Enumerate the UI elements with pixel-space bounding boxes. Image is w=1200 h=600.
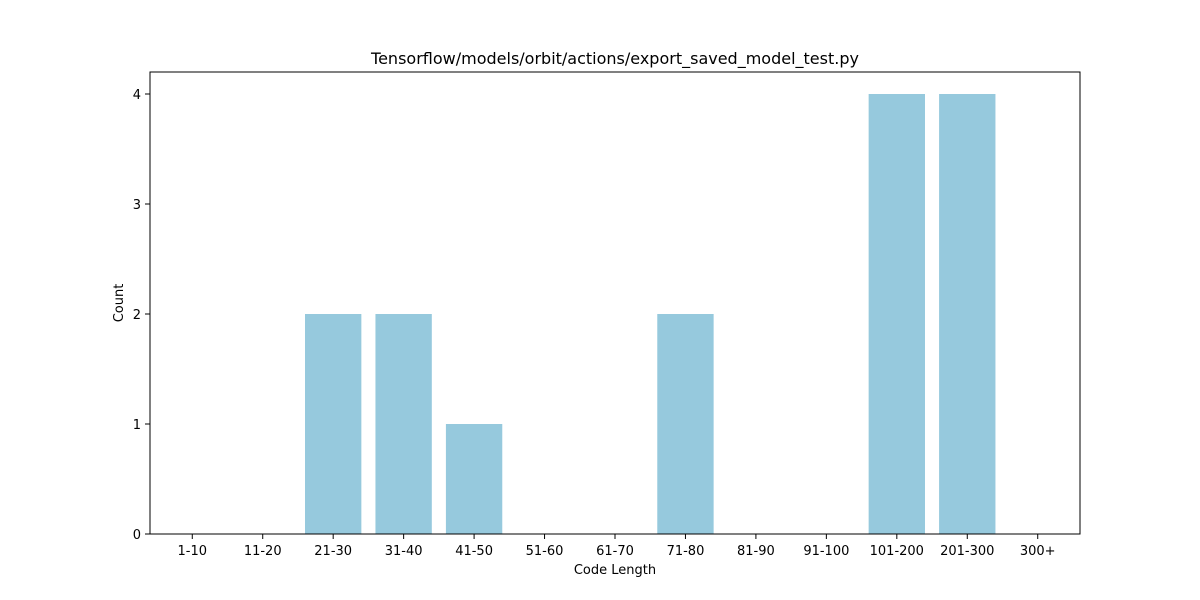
- x-tick-label: 81-90: [737, 544, 775, 559]
- bar-101-200: [868, 94, 925, 534]
- x-tick-label: 101-200: [870, 544, 924, 559]
- x-tick-label: 300+: [1020, 544, 1056, 559]
- y-tick-label: 0: [133, 528, 141, 543]
- bar-71-80: [657, 314, 714, 534]
- x-axis-label: Code Length: [574, 563, 656, 578]
- x-tick-label: 11-20: [244, 544, 282, 559]
- x-tick-label: 71-80: [667, 544, 705, 559]
- bar-41-50: [445, 424, 503, 534]
- x-tick-label: 21-30: [314, 544, 352, 559]
- y-axis-ticks: 0 1 2 3 4: [133, 88, 150, 543]
- y-tick-label: 4: [133, 88, 141, 103]
- y-tick-label: 1: [133, 418, 141, 433]
- bar-31-40: [375, 314, 432, 534]
- bar-201-300: [939, 94, 996, 534]
- x-tick-label: 61-70: [596, 544, 634, 559]
- y-axis-label: Count: [112, 284, 127, 323]
- chart-title: Tensorflow/models/orbit/actions/export_s…: [370, 49, 859, 69]
- x-axis-ticks: 1-10 11-20 21-30 31-40 41-50 51-60 61-70 71-80 8…: [178, 534, 1056, 559]
- x-tick-label: 51-60: [526, 544, 564, 559]
- bar-21-30: [305, 314, 362, 534]
- plot-frame: [149, 71, 1081, 535]
- bars-group: [305, 94, 996, 534]
- x-tick-label: 41-50: [455, 544, 493, 559]
- y-tick-label: 2: [133, 308, 141, 323]
- x-tick-label: 1-10: [178, 544, 208, 559]
- y-tick-label: 3: [133, 198, 141, 213]
- x-tick-label: 91-100: [803, 544, 849, 559]
- x-tick-label: 31-40: [385, 544, 423, 559]
- x-tick-label: 201-300: [940, 544, 994, 559]
